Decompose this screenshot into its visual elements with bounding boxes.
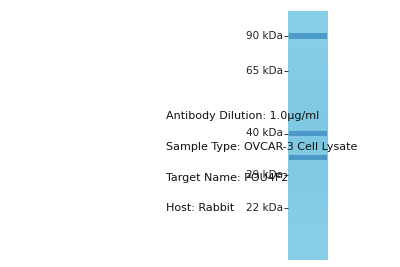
Bar [288, 206, 328, 210]
Bar [288, 91, 328, 95]
Bar [288, 51, 328, 55]
Bar [288, 178, 328, 182]
Bar [288, 163, 328, 167]
Bar [288, 26, 328, 30]
Bar [288, 234, 328, 238]
Bar [288, 247, 328, 250]
Bar [288, 213, 328, 216]
Bar [288, 48, 328, 52]
Text: Antibody Dilution: 1.0μg/ml: Antibody Dilution: 1.0μg/ml [166, 111, 319, 121]
Bar [288, 113, 328, 117]
Bar [288, 154, 328, 157]
Bar [288, 231, 328, 235]
Bar [288, 129, 328, 132]
Bar [288, 101, 328, 105]
Bar [288, 95, 328, 98]
Bar [288, 88, 328, 92]
Bar [288, 20, 328, 24]
Text: Target Name: POU4F2: Target Name: POU4F2 [166, 172, 288, 183]
Bar [288, 45, 328, 49]
Bar [288, 66, 328, 70]
Bar [288, 107, 328, 111]
Bar [288, 253, 328, 257]
Text: 29 kDa: 29 kDa [246, 170, 283, 180]
Bar [288, 17, 328, 21]
Bar [288, 191, 328, 195]
Bar [288, 60, 328, 64]
Text: Host: Rabbit: Host: Rabbit [166, 203, 234, 213]
Bar [288, 197, 328, 201]
Bar [288, 82, 328, 86]
Bar [288, 64, 328, 67]
Bar [288, 14, 328, 18]
Text: 40 kDa: 40 kDa [246, 128, 283, 139]
Bar [288, 150, 328, 154]
Bar [288, 135, 328, 139]
Bar [288, 160, 328, 164]
Bar [288, 219, 328, 222]
Bar [288, 156, 328, 160]
Bar [288, 244, 328, 247]
Bar [288, 181, 328, 185]
Bar [288, 250, 328, 254]
Text: 22 kDa: 22 kDa [246, 203, 283, 213]
Bar [288, 76, 328, 80]
Bar [288, 122, 328, 126]
Bar [288, 144, 328, 148]
Bar [288, 172, 328, 176]
Bar [288, 29, 328, 33]
Bar [288, 194, 328, 198]
Bar [288, 222, 328, 226]
Bar [288, 256, 328, 260]
Bar [288, 79, 328, 83]
Text: 65 kDa: 65 kDa [246, 66, 283, 76]
Bar [288, 36, 328, 40]
Bar [288, 23, 328, 27]
Bar [288, 39, 328, 42]
Bar [288, 215, 328, 219]
Bar [288, 240, 328, 244]
Bar [288, 32, 328, 36]
Bar [288, 147, 328, 151]
Bar [288, 141, 328, 145]
Bar [288, 119, 328, 123]
Bar [288, 42, 328, 46]
Bar [288, 73, 328, 77]
Bar [288, 132, 328, 136]
Bar [288, 110, 328, 114]
Bar [288, 228, 328, 232]
Bar [288, 209, 328, 213]
Bar [288, 104, 328, 108]
Bar [288, 203, 328, 207]
Bar [288, 138, 328, 142]
Bar [288, 200, 328, 204]
Bar [288, 169, 328, 173]
Bar [288, 11, 328, 15]
Bar [288, 85, 328, 89]
Bar [289, 155, 327, 160]
Bar [289, 33, 327, 39]
Bar [288, 184, 328, 189]
Bar [288, 175, 328, 179]
Bar [288, 70, 328, 73]
Bar [289, 131, 327, 136]
Bar [288, 125, 328, 129]
Bar [288, 166, 328, 170]
Bar [288, 98, 328, 101]
Text: Sample Type: OVCAR-3 Cell Lysate: Sample Type: OVCAR-3 Cell Lysate [166, 142, 357, 152]
Text: 90 kDa: 90 kDa [246, 31, 283, 41]
Bar [288, 116, 328, 120]
Bar [288, 237, 328, 241]
Bar [288, 225, 328, 229]
Bar [288, 54, 328, 58]
Bar [288, 57, 328, 61]
Bar [288, 188, 328, 191]
